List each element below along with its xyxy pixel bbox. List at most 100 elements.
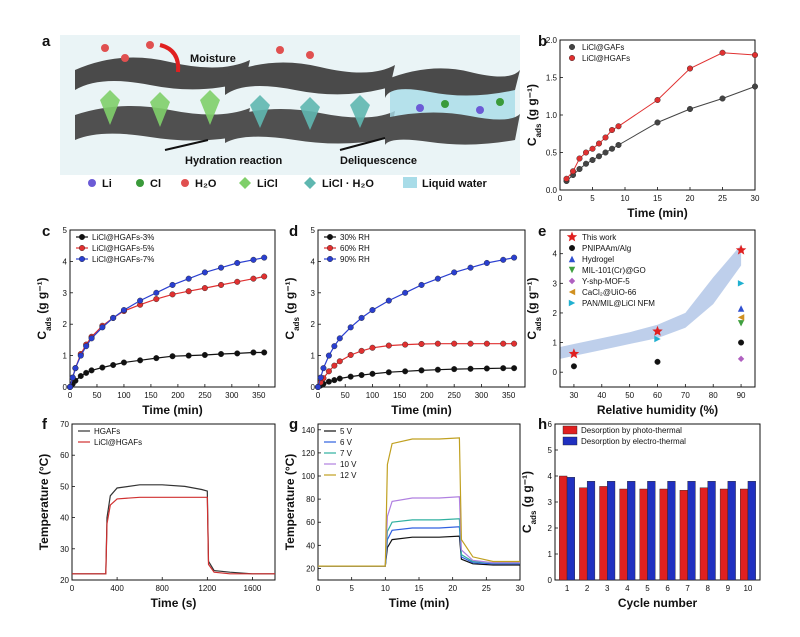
x-tick-label: 10 [381,584,390,593]
licl-hydrate-legend-icon [304,177,316,189]
legend-marker [569,55,576,62]
data-point [563,175,570,182]
y-axis-label: Cads (g g⁻¹) [525,277,543,339]
legend-marker [568,255,576,263]
chart-f: 20 30 40 50 60 70 0 400 800 1200 1600 Time (s) Tempe… [37,420,276,610]
data-point [609,126,616,133]
data-point [261,349,268,356]
deliquescence-label: Deliquescence [340,155,417,167]
bar [566,477,575,581]
x-tick-label: 5 [349,584,354,593]
x-tick-label: 0 [70,584,75,593]
x-tick-label: 5 [590,194,595,203]
data-point [250,275,257,282]
graphene-sheet-icon [225,62,395,95]
water-molecule-icon [306,51,314,59]
x-tick-label: 9 [726,584,731,593]
data-point [719,95,726,102]
water-molecule-icon [276,46,284,54]
li-ion-icon [416,104,424,112]
x-tick-label: 200 [171,391,185,400]
y-tick-label: 0 [311,383,316,392]
x-tick-label: 0 [558,194,563,203]
legend-entry: Desorption by photo-thermal [581,426,682,435]
bar [586,481,596,581]
y-axis-label: Cads (g g⁻¹) [525,84,543,146]
data-point [568,348,580,359]
data-point [687,105,694,112]
y-tick-label: 2 [311,320,316,329]
legend-marker [569,244,576,251]
legend-cl: Cl [150,178,161,190]
panel-label-e: e [538,223,546,240]
data-point [315,384,322,391]
panel-label-f: f [42,416,48,433]
data-point [652,325,663,336]
data-point [719,49,726,56]
x-tick-label: 25 [718,194,727,203]
y-tick-label: 1 [311,352,316,361]
y-tick-label: 60 [306,518,315,527]
x-tick-label: 10 [743,584,752,593]
series-line [69,275,265,388]
li-ion-icon [476,106,484,114]
series-line [317,367,515,388]
x-tick-label: 7 [685,584,690,593]
data-point [434,340,441,347]
data-point [110,362,117,369]
fit-line [566,86,756,182]
data-point [120,307,127,314]
y-tick-label: 3 [63,289,68,298]
legend-entry: LiCl@HGAFs-5% [92,244,154,253]
legend-marker [327,256,334,263]
data-point [201,351,208,358]
data-point [735,244,747,255]
data-point [336,358,343,365]
data-point [451,366,458,373]
data-point [169,281,176,288]
licl-hydrate-icon [300,97,320,130]
data-point [615,141,622,148]
series-line [72,484,275,575]
legend-entry: LiCl@HGAFs-3% [92,233,154,242]
x-tick-label: 250 [198,391,212,400]
x-tick-label: 50 [93,391,102,400]
series-line [318,535,520,567]
data-point [402,289,409,296]
y-tick-label: 40 [60,514,69,523]
x-tick-label: 10 [621,194,630,203]
data-point [752,83,759,90]
moisture-label: Moisture [190,53,236,65]
data-point [737,355,745,363]
legend-entry: Desorption by electro-thermal [581,437,686,446]
data-point [402,368,409,375]
graphene-sheet-icon [385,68,520,98]
data-point [72,365,79,372]
bar [659,488,668,581]
graphene-sheet-icon [75,57,250,90]
data-point [500,365,507,372]
data-point [737,305,745,312]
legend-entry: PAN/MIL@LiCl NFM [582,299,655,308]
data-point [583,160,590,167]
data-point [325,378,332,385]
x-tick-label: 100 [366,391,380,400]
y-tick-label: 3 [548,498,553,507]
data-point [737,314,745,321]
data-point [347,324,354,331]
legend-entry: 7 V [340,449,353,458]
panel-label-g: g [289,416,298,433]
data-point [654,335,661,343]
data-point [511,340,518,347]
x-axis-label: Relative humidity (%) [597,403,718,417]
legend-marker [568,277,576,285]
x-tick-label: 30 [751,194,760,203]
x-tick-label: 300 [225,391,239,400]
schematic-panel: Moisture Hydration reaction Deliquescenc… [60,35,520,190]
data-point [369,307,376,314]
data-point [325,352,332,359]
y-tick-label: 1.0 [546,111,558,120]
panel-label-b: b [538,33,547,50]
